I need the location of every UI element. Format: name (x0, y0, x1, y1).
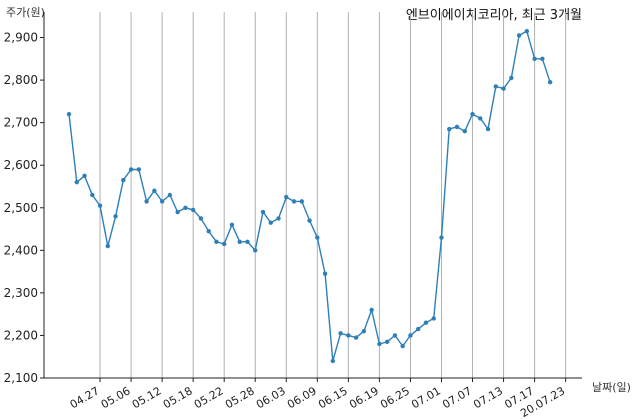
data-point (229, 222, 235, 227)
price-series (66, 28, 553, 364)
data-point (97, 203, 103, 208)
x-tick-label: 05.22 (192, 384, 226, 411)
x-tick-label: 05.18 (161, 384, 195, 411)
data-point (152, 188, 157, 193)
data-point (369, 307, 374, 313)
data-point (167, 192, 173, 198)
data-point (66, 111, 72, 117)
data-point (175, 209, 180, 215)
data-point (260, 209, 266, 215)
data-point (268, 220, 273, 225)
data-point (322, 271, 328, 276)
data-point (447, 126, 452, 132)
data-point (237, 239, 242, 245)
data-point (307, 218, 312, 223)
y-tick-label: 2,800 (4, 73, 38, 87)
data-point (361, 328, 367, 334)
axes (43, 12, 582, 379)
data-point (485, 126, 491, 132)
data-point (377, 341, 382, 347)
data-point (299, 199, 304, 204)
series-line (68, 30, 551, 362)
x-tick-label: 06.15 (316, 384, 350, 411)
data-point (113, 214, 118, 219)
data-point (516, 33, 522, 38)
x-tick-label: 06.03 (254, 384, 288, 411)
y-axis-ticks: 2,100 2,200 2,300 2,400 2,500 2,600 2,700 2,800… (4, 31, 44, 385)
data-point (454, 124, 460, 130)
data-point (206, 228, 211, 234)
data-point (245, 239, 250, 245)
data-point (276, 216, 281, 221)
x-tick-label: 07.07 (440, 384, 474, 411)
data-point (501, 86, 506, 91)
x-axis-ticks: 04.2705.0605.1205.1805.2205.2806.0306.09… (68, 378, 567, 419)
x-tick-label: 06.19 (347, 384, 381, 411)
data-point (346, 333, 351, 338)
data-point (392, 333, 398, 338)
data-point (183, 205, 188, 210)
data-point (493, 84, 498, 89)
x-tick-label: 05.12 (130, 384, 164, 411)
data-point (384, 339, 390, 345)
data-point (284, 194, 289, 200)
y-tick-label: 2,200 (4, 328, 38, 342)
data-point (90, 192, 95, 198)
data-point (338, 331, 343, 336)
data-point (291, 199, 297, 204)
vertical-grid-lines (99, 12, 567, 378)
data-point (214, 239, 219, 245)
data-point (416, 326, 421, 332)
data-point (330, 358, 336, 364)
y-tick-label: 2,600 (4, 158, 38, 172)
data-point (509, 75, 514, 81)
data-point (470, 111, 475, 117)
data-point (144, 199, 149, 204)
data-point (524, 28, 530, 34)
data-point (439, 235, 444, 240)
x-tick-label: 04.27 (68, 384, 102, 411)
x-axis-unit-label: 날짜(일) (592, 381, 631, 394)
data-point (400, 343, 405, 349)
data-point (423, 320, 429, 325)
x-tick-label: 07.13 (471, 384, 505, 411)
data-point (198, 216, 204, 221)
y-tick-label: 2,300 (4, 286, 38, 300)
y-tick-label: 2,700 (4, 116, 38, 130)
data-point (353, 335, 359, 340)
data-point (431, 316, 436, 321)
data-point (547, 80, 553, 85)
data-point (315, 235, 320, 240)
x-tick-label: 06.09 (285, 384, 319, 411)
y-tick-label: 2,400 (4, 243, 38, 257)
data-point (540, 56, 545, 62)
data-point (74, 180, 79, 185)
y-tick-label: 2,100 (4, 371, 38, 385)
x-tick-label: 05.28 (223, 384, 257, 411)
data-point (105, 243, 111, 249)
chart-title: 엔브이에이치코리아, 최근 3개월 (405, 8, 582, 23)
y-tick-label: 2,500 (4, 201, 38, 215)
x-tick-label: 06.25 (378, 384, 412, 411)
data-point (159, 199, 165, 204)
x-tick-label: 05.06 (99, 384, 133, 411)
data-point (222, 241, 227, 247)
data-point (408, 333, 413, 338)
data-point (82, 173, 87, 179)
data-point (478, 116, 483, 121)
y-tick-label: 2,900 (4, 31, 38, 45)
data-point (128, 167, 134, 172)
x-tick-label: 07.01 (409, 384, 443, 411)
data-point (121, 177, 126, 183)
data-point (253, 248, 258, 253)
data-point (190, 207, 196, 213)
data-point (136, 167, 142, 172)
data-point (462, 128, 467, 134)
data-point (532, 56, 537, 62)
y-axis-unit-label: 주가(원) (6, 6, 45, 19)
